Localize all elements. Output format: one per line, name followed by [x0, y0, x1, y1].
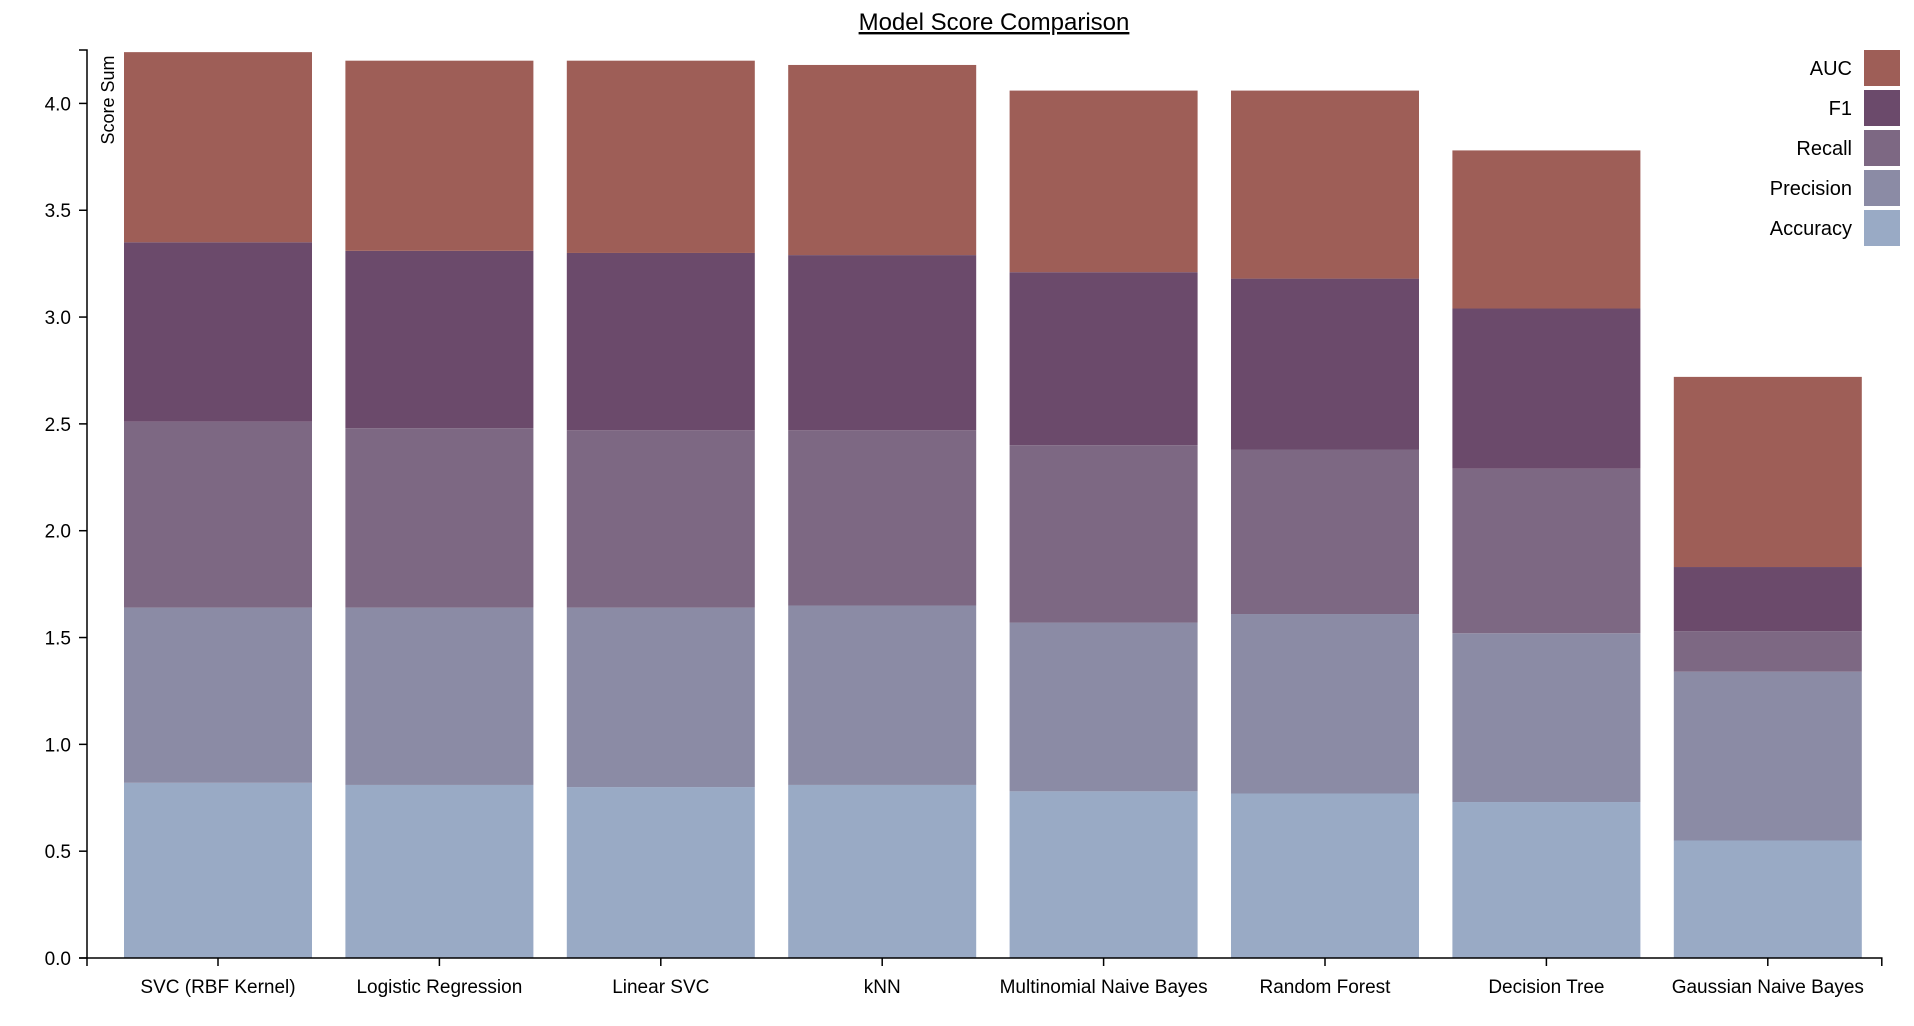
legend-swatch-precision	[1864, 170, 1900, 206]
bar-segment-accuracy-6	[1452, 802, 1641, 958]
bar-segment-precision-3	[788, 605, 977, 785]
bar-segment-auc-5	[1231, 90, 1419, 279]
x-tick-label: Random Forest	[1260, 977, 1392, 998]
bar-segment-auc-6	[1452, 150, 1641, 309]
y-axis-line	[79, 49, 88, 959]
bar-segment-auc-0	[124, 52, 312, 243]
bar-segment-accuracy-2	[566, 787, 755, 958]
bar-segment-precision-0	[124, 607, 312, 783]
x-tick-label: Logistic Regression	[356, 977, 522, 998]
bar-segment-f1-7	[1673, 567, 1862, 632]
bar-segment-recall-5	[1231, 449, 1419, 615]
bar-segment-precision-5	[1231, 614, 1419, 794]
y-tick-label: 3.5	[45, 201, 71, 222]
bar-segment-precision-2	[566, 607, 755, 788]
bar-segment-recall-0	[124, 421, 312, 608]
bar-segment-accuracy-1	[345, 784, 534, 958]
bar-segment-f1-4	[1009, 272, 1198, 446]
x-tick-label: kNN	[864, 977, 901, 998]
bar-segment-f1-5	[1231, 278, 1419, 450]
bar-segment-auc-3	[788, 64, 977, 256]
bar-segment-precision-1	[345, 607, 534, 785]
chart-title: Model Score Comparison	[859, 9, 1130, 36]
legend-label-precision: Precision	[1770, 178, 1852, 200]
x-tick-label: Gaussian Naive Bayes	[1672, 977, 1864, 998]
x-tick-label: Decision Tree	[1488, 977, 1604, 998]
y-tick-label: 0.0	[45, 949, 71, 970]
bar-segment-f1-6	[1452, 308, 1641, 469]
bar-segment-auc-1	[345, 60, 534, 251]
x-tick-label: Multinomial Naive Bayes	[1000, 977, 1208, 998]
y-tick-label: 3.0	[45, 308, 71, 329]
y-tick-label: 1.0	[45, 735, 71, 756]
bar-segment-precision-4	[1009, 622, 1198, 792]
y-axis: 0.0 0.5 1.0 1.5 2.0 2.5 3.0 3.5 4.0	[45, 49, 88, 970]
bar-segment-precision-7	[1673, 671, 1862, 841]
bar-segment-auc-4	[1009, 90, 1198, 273]
bar-segment-accuracy-4	[1009, 791, 1198, 958]
y-tick-label: 2.5	[45, 415, 71, 436]
x-tick-label: Linear SVC	[612, 977, 709, 998]
bar-segment-f1-2	[566, 252, 755, 431]
y-tick-label: 0.5	[45, 842, 71, 863]
bar-segment-accuracy-7	[1673, 840, 1862, 958]
bar-segment-accuracy-3	[788, 784, 977, 958]
legend-label-f1: F1	[1829, 98, 1852, 120]
legend-label-recall: Recall	[1796, 138, 1852, 160]
bar-segment-precision-6	[1452, 633, 1641, 803]
legend-swatch-recall	[1864, 130, 1900, 166]
bar-segment-recall-1	[345, 428, 534, 608]
bar-segment-accuracy-0	[124, 782, 312, 958]
bar-segment-recall-2	[566, 430, 755, 608]
bar-segment-f1-3	[788, 255, 977, 431]
y-axis-label: Score Sum	[98, 55, 118, 144]
bar-segment-recall-7	[1673, 631, 1862, 672]
bar-segment-recall-4	[1009, 445, 1198, 623]
bar-segment-recall-6	[1452, 468, 1641, 634]
y-tick-label: 2.0	[45, 522, 71, 543]
legend: AUC F1 Recall Precision Accuracy	[1770, 50, 1900, 246]
bar-segment-auc-2	[566, 60, 755, 253]
bars-group	[124, 52, 1862, 958]
x-axis-line	[86, 957, 1883, 966]
legend-swatch-auc	[1864, 50, 1900, 86]
x-tick-label: SVC (RBF Kernel)	[140, 977, 295, 998]
legend-label-accuracy: Accuracy	[1770, 218, 1852, 240]
bar-segment-f1-1	[345, 250, 534, 429]
bar-segment-auc-7	[1673, 376, 1862, 568]
bar-segment-accuracy-5	[1231, 793, 1419, 958]
bar-segment-f1-0	[124, 242, 312, 422]
legend-swatch-f1	[1864, 90, 1900, 126]
legend-swatch-accuracy	[1864, 210, 1900, 246]
x-axis: SVC (RBF Kernel) Logistic Regression Linea…	[86, 957, 1883, 998]
legend-label-auc: AUC	[1810, 58, 1852, 80]
y-tick-label: 4.0	[45, 94, 71, 115]
y-tick-label: 1.5	[45, 629, 71, 650]
bar-segment-recall-3	[788, 430, 977, 606]
